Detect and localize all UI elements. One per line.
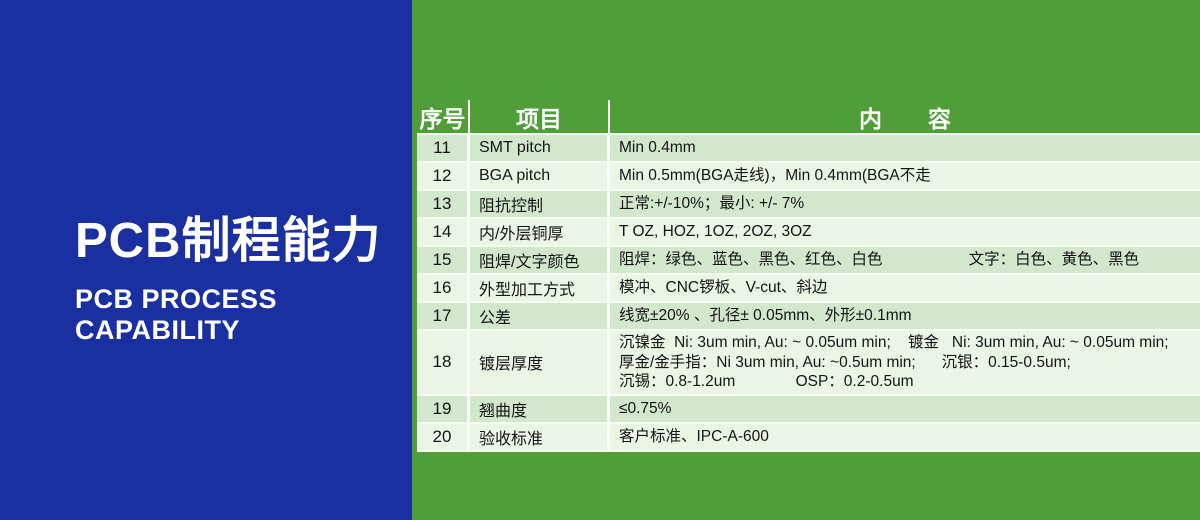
table-row: 15 阻焊/文字颜色 阻焊：绿色、蓝色、黑色、红色、白色 文字：白色、黄色、黑色	[417, 247, 1200, 275]
table-row: 11 SMT pitch Min 0.4mm	[417, 135, 1200, 163]
row-content-cell: 沉镍金 Ni: 3um min, Au: ~ 0.05um min; 镀金 Ni…	[610, 331, 1200, 394]
row-item-cell: 阻抗控制	[470, 191, 610, 217]
row-content-cell: 正常:+/-10%；最小: +/- 7%	[610, 191, 1200, 217]
row-number-cell: 11	[417, 135, 470, 161]
row-item-cell: 阻焊/文字颜色	[470, 247, 610, 273]
table-row: 16 外型加工方式 模冲、CNC锣板、V-cut、斜边	[417, 275, 1200, 303]
content-line: 线宽±20% 、孔径± 0.05mm、外形±0.1mm	[619, 307, 912, 325]
row-item-cell: 内/外层铜厚	[470, 219, 610, 245]
table-body: 11 SMT pitch Min 0.4mm 12 BGA pitch Min …	[417, 135, 1200, 452]
row-number-cell: 12	[417, 163, 470, 189]
content-line: T OZ, HOZ, 1OZ, 2OZ, 3OZ	[619, 223, 812, 241]
header-cell-no: 序号	[417, 100, 470, 133]
row-number-cell: 14	[417, 219, 470, 245]
left-title-panel: PCB制程能力 PCB PROCESS CAPABILITY	[0, 0, 412, 520]
row-number-cell: 13	[417, 191, 470, 217]
table-row: 17 公差 线宽±20% 、孔径± 0.05mm、外形±0.1mm	[417, 303, 1200, 331]
table-row: 20 验收标准 客户标准、IPC-A-600	[417, 423, 1200, 452]
table-row: 19 翘曲度 ≤0.75%	[417, 395, 1200, 424]
content-line: Min 0.5mm(BGA走线)，Min 0.4mm(BGA不走	[619, 167, 931, 185]
content-line: 沉锡：0.8-1.2um OSP：0.2-0.5um	[619, 373, 914, 390]
row-content-cell: ≤0.75%	[610, 396, 1200, 422]
content-line: Min 0.4mm	[619, 139, 696, 157]
row-number-cell: 19	[417, 395, 470, 422]
content-line: 正常:+/-10%；最小: +/- 7%	[619, 195, 805, 213]
row-content-cell: 客户标准、IPC-A-600	[610, 424, 1200, 450]
row-number-cell: 17	[417, 303, 470, 329]
row-item-cell: 公差	[470, 303, 610, 329]
header-cell-content: 内 容	[859, 105, 951, 132]
row-number-cell: 16	[417, 275, 470, 301]
row-item-cell: 验收标准	[470, 423, 610, 450]
content-line: 模冲、CNC锣板、V-cut、斜边	[619, 279, 828, 297]
row-content-cell: 模冲、CNC锣板、V-cut、斜边	[610, 275, 1200, 301]
table-row: 18 镀层厚度 沉镍金 Ni: 3um min, Au: ~ 0.05um mi…	[417, 331, 1200, 396]
page-subtitle-line2: CAPABILITY	[75, 315, 240, 345]
content-line: ≤0.75%	[619, 399, 672, 417]
row-content-cell: 阻焊：绿色、蓝色、黑色、红色、白色 文字：白色、黄色、黑色	[610, 247, 1200, 273]
page-subtitle-line1: PCB PROCESS	[75, 284, 278, 314]
content-line: 沉镍金 Ni: 3um min, Au: ~ 0.05um min; 镀金 Ni…	[619, 334, 1169, 351]
row-item-cell: 镀层厚度	[470, 331, 610, 394]
table-row: 13 阻抗控制 正常:+/-10%；最小: +/- 7%	[417, 191, 1200, 219]
row-item-cell: SMT pitch	[470, 135, 610, 161]
row-content-cell: Min 0.5mm(BGA走线)，Min 0.4mm(BGA不走	[610, 163, 1200, 189]
row-item-cell: 翘曲度	[470, 395, 610, 422]
table-row: 14 内/外层铜厚 T OZ, HOZ, 1OZ, 2OZ, 3OZ	[417, 219, 1200, 247]
row-item-cell: 外型加工方式	[470, 275, 610, 301]
content-line: 阻焊：绿色、蓝色、黑色、红色、白色 文字：白色、黄色、黑色	[619, 251, 1140, 269]
title-block: PCB制程能力 PCB PROCESS CAPABILITY	[75, 212, 412, 346]
row-content-cell: 线宽±20% 、孔径± 0.05mm、外形±0.1mm	[610, 303, 1200, 329]
content-line: 客户标准、IPC-A-600	[619, 427, 769, 445]
row-content-cell: T OZ, HOZ, 1OZ, 2OZ, 3OZ	[610, 219, 1200, 245]
row-number-cell: 20	[417, 423, 470, 450]
page-title: PCB制程能力	[75, 214, 382, 268]
row-number-cell: 15	[417, 247, 470, 273]
page-subtitle: PCB PROCESS CAPABILITY	[75, 284, 412, 346]
content-line: 厚金/金手指：Ni 3um min, Au: ~0.5um min; 沉银：0.…	[619, 353, 1071, 371]
row-number-cell: 18	[417, 331, 470, 394]
table-header-row: 序号 项目 内 容	[417, 100, 1200, 135]
table-row: 12 BGA pitch Min 0.5mm(BGA走线)，Min 0.4mm(…	[417, 163, 1200, 191]
content-panel: 序号 项目 内 容 11 SMT pitch Min 0.4mm 12 BGA …	[412, 0, 1200, 520]
capability-table: 序号 项目 内 容 11 SMT pitch Min 0.4mm 12 BGA …	[417, 100, 1200, 452]
header-cell-item: 项目	[470, 100, 610, 133]
row-content-cell: Min 0.4mm	[610, 135, 1200, 161]
row-item-cell: BGA pitch	[470, 163, 610, 189]
